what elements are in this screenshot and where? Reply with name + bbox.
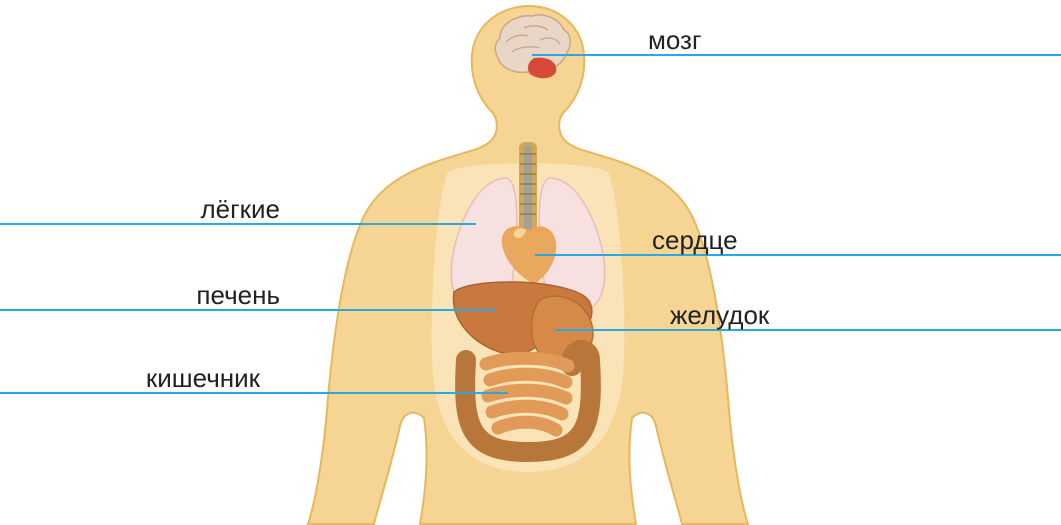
label-intestine: кишечник	[0, 363, 266, 394]
trachea-icon	[519, 142, 537, 238]
label-brain: мозг	[648, 25, 1061, 56]
figure-svg	[0, 0, 1061, 525]
label-heart: сердце	[652, 225, 1061, 256]
label-lungs: лёгкие	[0, 194, 286, 225]
label-liver: печень	[0, 280, 286, 311]
label-stomach: желудок	[670, 300, 1061, 331]
anatomy-diagram: мозг лёгкие сердце печень желудок кишечник	[0, 0, 1061, 525]
